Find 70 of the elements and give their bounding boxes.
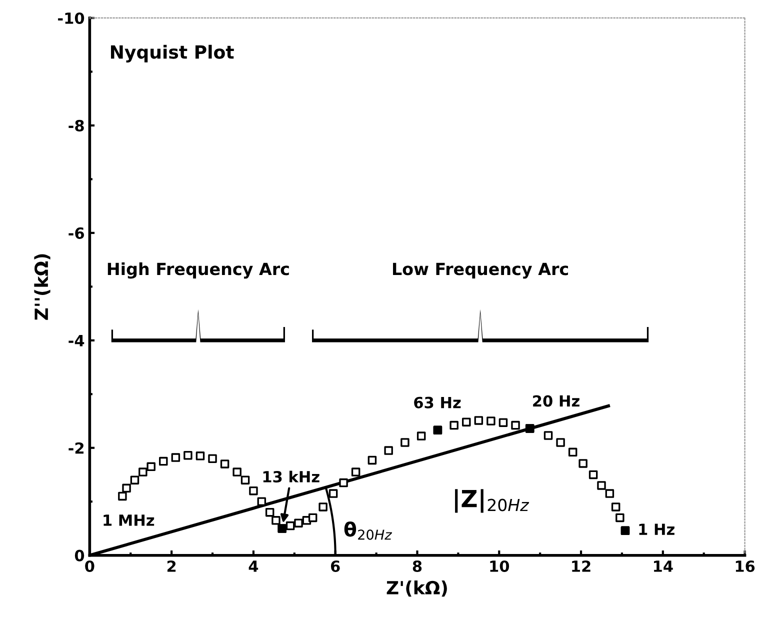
point (208, 454, 217, 463)
x-tick-label: 8 (412, 560, 422, 572)
text: Nyquist Plot (110, 44, 234, 62)
point (450, 420, 458, 430)
annotation: 1 MHz (104, 514, 154, 526)
point (384, 446, 393, 455)
annotation: 63 Hz (414, 396, 461, 408)
point (474, 416, 484, 425)
point (265, 508, 274, 517)
x-tick-label: 14 (654, 560, 673, 572)
point (232, 468, 242, 476)
y-tick-label: -2 (68, 442, 84, 454)
x-tick-label: 0 (85, 560, 94, 572)
point (257, 497, 266, 506)
point (272, 516, 280, 525)
annotation: 13 kHz (263, 470, 320, 483)
x-axis-title: Z'(kΩ) (386, 580, 447, 597)
point (611, 502, 620, 512)
point (368, 456, 377, 465)
point (130, 476, 140, 484)
point (184, 451, 192, 460)
point (498, 418, 508, 427)
point (159, 456, 168, 466)
point (171, 453, 180, 462)
point (486, 416, 496, 426)
point (556, 438, 565, 447)
point (544, 431, 553, 440)
x-tick-label: 4 (248, 560, 258, 572)
y-tick-label: -10 (58, 12, 84, 24)
point (118, 492, 127, 501)
y-tick-label: -6 (68, 227, 84, 239)
point (578, 459, 588, 468)
point (605, 489, 614, 498)
annotation: 20 Hz (533, 395, 580, 407)
point (568, 448, 578, 457)
point (588, 470, 598, 480)
point (339, 478, 348, 488)
x-tick-label: 10 (490, 560, 510, 572)
x-tick-label: 6 (330, 560, 340, 572)
point (416, 432, 426, 440)
point (220, 460, 230, 468)
point (511, 420, 520, 430)
y-tick-label: -8 (68, 120, 84, 132)
point (400, 438, 410, 447)
y-tick-label: -4 (68, 335, 84, 346)
point (286, 521, 295, 530)
annotation: |Z|$_{20Hz}$ (455, 489, 530, 513)
point (122, 484, 131, 493)
x-tick-label: 2 (167, 560, 176, 572)
annotation: Low Frequency Arc (393, 262, 568, 279)
point (597, 481, 606, 490)
point (616, 513, 624, 522)
annotation: θ$_{20Hz}$ (344, 522, 392, 540)
point (462, 418, 471, 426)
point (318, 502, 328, 512)
x-tick-label: 16 (736, 560, 755, 572)
point (249, 486, 258, 496)
x-tick-label: 12 (572, 560, 590, 572)
point (308, 513, 318, 522)
y-tick-label: 0 (74, 550, 84, 562)
point (351, 468, 360, 476)
point (146, 462, 156, 472)
point (294, 518, 303, 528)
point (138, 468, 148, 476)
point (240, 476, 250, 484)
y-axis-title: Z''(kΩ) (34, 254, 50, 320)
point (328, 489, 338, 498)
annotation: High Frequency Arc (108, 262, 289, 279)
annotation: 1 Hz (639, 524, 674, 535)
point (196, 452, 205, 460)
